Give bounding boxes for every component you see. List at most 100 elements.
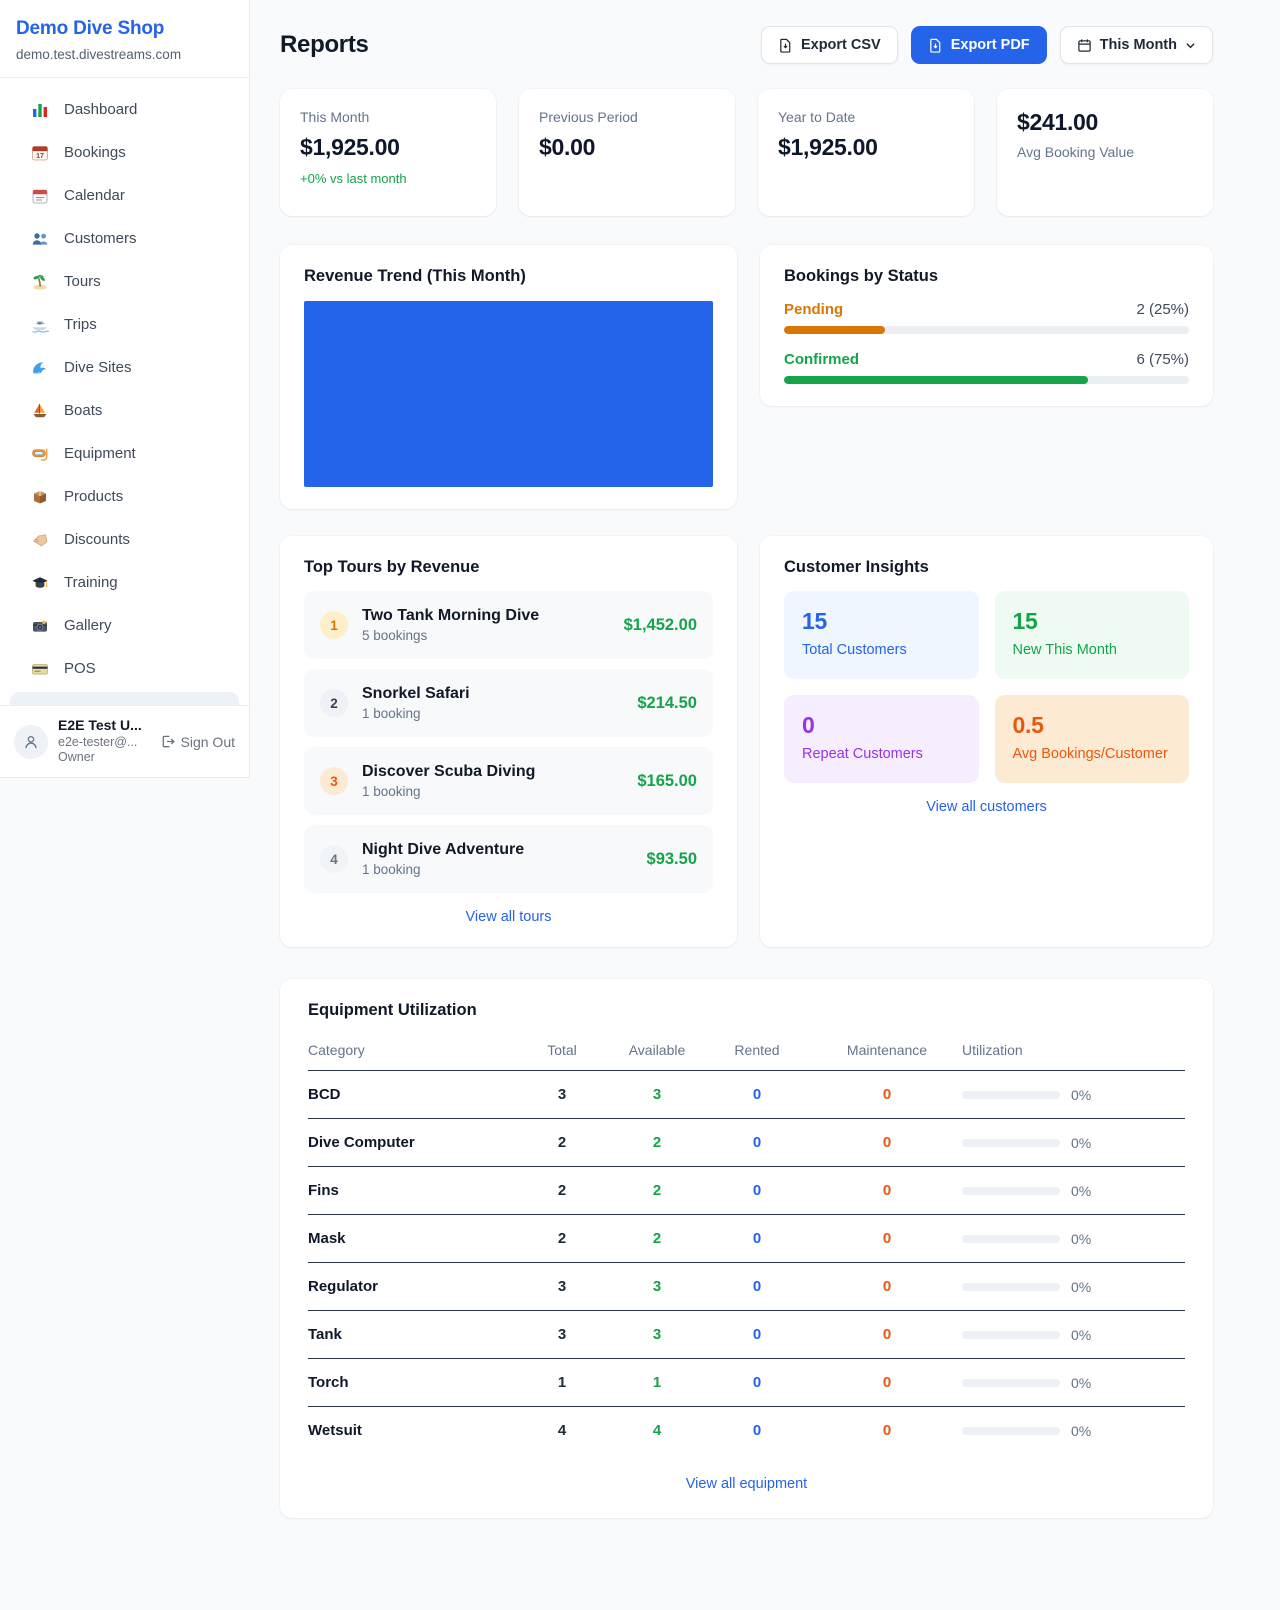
cell-available: 3 bbox=[652, 1086, 662, 1103]
table-row: Mask 2 2 0 0 0% bbox=[308, 1215, 1185, 1263]
column-header: Category bbox=[308, 1042, 365, 1058]
sidebar-item-label: Boats bbox=[64, 402, 103, 419]
sidebar-item-bookings[interactable]: 17 Bookings bbox=[0, 131, 249, 174]
status-label: Pending bbox=[784, 301, 844, 318]
tour-bookings: 1 booking bbox=[362, 784, 421, 799]
sidebar-item-label: Bookings bbox=[64, 144, 126, 161]
sidebar-item-boats[interactable]: Boats bbox=[0, 389, 249, 432]
user-meta: E2E Test U... e2e-tester@... Owner bbox=[58, 717, 142, 766]
view-all-customers-link[interactable]: View all customers bbox=[926, 799, 1047, 815]
sidebar-item-label: POS bbox=[64, 660, 96, 677]
user-email: e2e-tester@... bbox=[58, 734, 138, 749]
sign-out-icon bbox=[162, 735, 175, 748]
status-label: Confirmed bbox=[784, 351, 859, 368]
bar-chart-icon bbox=[30, 100, 50, 120]
period-dropdown[interactable]: This Month bbox=[1059, 26, 1213, 64]
revenue-trend-title: Revenue Trend (This Month) bbox=[304, 267, 526, 285]
file-download-icon bbox=[929, 38, 941, 53]
cell-total: 2 bbox=[557, 1182, 567, 1199]
charts-row: Revenue Trend (This Month) Bookings by S… bbox=[280, 245, 1213, 509]
sidebar-item-dashboard[interactable]: Dashboard bbox=[0, 88, 249, 131]
rank-badge: 2 bbox=[320, 689, 348, 717]
svg-text:17: 17 bbox=[36, 153, 44, 160]
page-header: Reports Export CSV Export PDF This Month bbox=[280, 26, 1213, 64]
cell-utilization: 0% bbox=[962, 1375, 1185, 1391]
cell-total: 4 bbox=[557, 1422, 567, 1439]
cell-utilization: 0% bbox=[962, 1231, 1185, 1247]
sidebar-item-reports-partial[interactable] bbox=[10, 692, 239, 706]
cell-category: Regulator bbox=[308, 1278, 379, 1295]
customer-insights-card: Customer Insights 15 Total Customers 15 … bbox=[760, 536, 1213, 947]
insight-grid: 15 Total Customers 15 New This Month 0 R… bbox=[784, 591, 1189, 783]
top-tours-title: Top Tours by Revenue bbox=[304, 558, 480, 576]
insights-row: Top Tours by Revenue 1 Two Tank Morning … bbox=[280, 536, 1213, 947]
sidebar-item-training[interactable]: Training bbox=[0, 561, 249, 604]
main-content: Reports Export CSV Export PDF This Month… bbox=[250, 0, 1280, 1518]
sidebar-item-label: Calendar bbox=[64, 187, 125, 204]
sidebar-item-dive-sites[interactable]: Dive Sites bbox=[0, 346, 249, 389]
people-icon bbox=[30, 229, 50, 249]
table-row: Dive Computer 2 2 0 0 0% bbox=[308, 1119, 1185, 1167]
island-icon bbox=[30, 272, 50, 292]
sidebar-item-label: Dive Sites bbox=[64, 359, 132, 376]
column-header: Maintenance bbox=[846, 1042, 928, 1058]
insight-tile-total-customers: 15 Total Customers bbox=[784, 591, 979, 679]
export-pdf-label: Export PDF bbox=[950, 37, 1030, 53]
table-row: Wetsuit 4 4 0 0 0% bbox=[308, 1407, 1185, 1454]
stat-value: $1,925.00 bbox=[300, 134, 400, 160]
insight-label: Total Customers bbox=[802, 642, 907, 658]
tour-revenue: $93.50 bbox=[646, 849, 697, 868]
export-csv-label: Export CSV bbox=[800, 37, 881, 53]
stat-value: $0.00 bbox=[539, 134, 596, 160]
cell-category: Mask bbox=[308, 1230, 346, 1247]
sidebar-item-label: Training bbox=[64, 574, 118, 591]
status-row-pending: Pending 2 (25%) bbox=[784, 301, 1189, 334]
tour-list-item: 4 Night Dive Adventure 1 booking $93.50 bbox=[304, 825, 713, 893]
sidebar-item-equipment[interactable]: Equipment bbox=[0, 432, 249, 475]
view-all-equipment-link[interactable]: View all equipment bbox=[685, 1476, 808, 1492]
cell-available: 4 bbox=[652, 1422, 662, 1439]
sidebar-item-customers[interactable]: Customers bbox=[0, 217, 249, 260]
sidebar-item-trips[interactable]: Trips bbox=[0, 303, 249, 346]
export-pdf-button[interactable]: Export PDF bbox=[910, 26, 1047, 64]
sidebar-item-tours[interactable]: Tours bbox=[0, 260, 249, 303]
sidebar-item-discounts[interactable]: Discounts bbox=[0, 518, 249, 561]
cell-rented: 0 bbox=[752, 1326, 762, 1343]
sign-out-label: Sign Out bbox=[180, 733, 235, 750]
cell-category: Wetsuit bbox=[308, 1422, 362, 1439]
cell-category: Torch bbox=[308, 1374, 349, 1391]
sidebar-item-products[interactable]: Products bbox=[0, 475, 249, 518]
view-all-tours-link[interactable]: View all tours bbox=[465, 909, 552, 925]
equipment-utilization-card: Equipment Utilization Category Total Ava… bbox=[280, 979, 1213, 1518]
cell-rented: 0 bbox=[752, 1230, 762, 1247]
sidebar-item-gallery[interactable]: Gallery bbox=[0, 604, 249, 647]
cell-maintenance: 0 bbox=[882, 1278, 892, 1295]
stat-label: Previous Period bbox=[539, 109, 638, 125]
cell-total: 2 bbox=[557, 1134, 567, 1151]
cell-category: Fins bbox=[308, 1182, 339, 1199]
equipment-utilization-title: Equipment Utilization bbox=[308, 1001, 477, 1019]
sidebar-item-label: Discounts bbox=[64, 531, 130, 548]
table-row: Torch 1 1 0 0 0% bbox=[308, 1359, 1185, 1407]
user-name: E2E Test U... bbox=[58, 717, 142, 734]
tag-icon bbox=[30, 530, 50, 550]
cell-maintenance: 0 bbox=[882, 1422, 892, 1439]
status-bar-track bbox=[784, 326, 1189, 334]
column-header: Available bbox=[628, 1042, 686, 1058]
status-bar-fill bbox=[784, 376, 1088, 384]
sidebar-item-calendar[interactable]: Calendar bbox=[0, 174, 249, 217]
tour-revenue: $165.00 bbox=[637, 771, 697, 790]
cell-utilization: 0% bbox=[962, 1087, 1185, 1103]
sidebar-item-label: Customers bbox=[64, 230, 137, 247]
sidebar-item-pos[interactable]: POS bbox=[0, 647, 249, 690]
sign-out-button[interactable]: Sign Out bbox=[160, 734, 235, 750]
cell-total: 3 bbox=[557, 1278, 567, 1295]
tour-list-item: 2 Snorkel Safari 1 booking $214.50 bbox=[304, 669, 713, 737]
export-csv-button[interactable]: Export CSV bbox=[760, 26, 898, 64]
stat-label: Year to Date bbox=[778, 109, 856, 125]
bookings-by-status-card: Bookings by Status Pending 2 (25%) Confi… bbox=[760, 245, 1213, 406]
stat-delta: +0% vs last month bbox=[300, 171, 407, 186]
sidebar-item-label: Gallery bbox=[64, 617, 112, 634]
graduation-cap-icon bbox=[30, 573, 50, 593]
tour-list-item: 3 Discover Scuba Diving 1 booking $165.0… bbox=[304, 747, 713, 815]
